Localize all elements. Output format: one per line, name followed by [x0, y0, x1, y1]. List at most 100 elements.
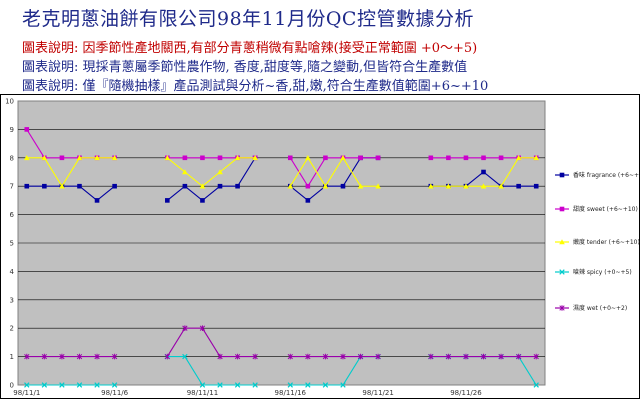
x-tick-label: 98/11/16: [275, 389, 307, 397]
legend-label: 嗆辣 spicy (+0~+5): [573, 268, 632, 276]
point: [463, 155, 469, 161]
y-tick-label: 7: [10, 183, 14, 191]
point: [287, 183, 294, 189]
point: [234, 353, 241, 360]
point: [322, 183, 329, 189]
point: [498, 183, 504, 189]
point: [59, 353, 65, 360]
point: [287, 155, 293, 161]
x-tick-label: 98/11/11: [187, 389, 218, 397]
point: [481, 155, 486, 161]
point: [94, 353, 100, 360]
point: [322, 382, 329, 388]
legend-item-2: 甜度 sweet (+6~+10): [555, 205, 638, 213]
point: [445, 183, 452, 189]
point: [94, 198, 100, 203]
point: [340, 183, 346, 189]
legend-item-4: 嗆辣 spicy (+0~+5): [555, 268, 632, 276]
y-tick-label: 8: [10, 154, 14, 162]
y-tick-label: 5: [10, 240, 14, 248]
point: [340, 155, 346, 161]
point: [481, 169, 486, 175]
point: [252, 155, 258, 161]
point: [375, 155, 381, 161]
point: [287, 382, 294, 388]
chart-note-spicy: 圖表說明: 因季節性產地關西,有部分青蔥稍微有點嗆辣(接受正常範圍 +0～+5): [22, 41, 478, 56]
point: [428, 353, 434, 360]
series-line: [167, 356, 256, 386]
point: [375, 183, 381, 189]
point: [559, 305, 565, 311]
point: [76, 155, 83, 161]
series-line: [26, 157, 115, 188]
point: [445, 353, 452, 360]
legend-item-5: 濕度 wet (+0~+2): [555, 304, 627, 312]
point: [164, 353, 170, 360]
point: [164, 155, 171, 161]
point: [428, 155, 434, 161]
point: [480, 353, 487, 360]
y-tick-label: 9: [10, 126, 14, 134]
point: [252, 353, 258, 360]
point: [305, 353, 311, 360]
point: [59, 183, 65, 189]
point: [24, 183, 30, 189]
point: [41, 382, 48, 388]
y-tick-label: 0: [10, 382, 14, 390]
point: [515, 353, 522, 360]
point: [533, 353, 539, 360]
point: [305, 183, 311, 189]
point: [358, 155, 363, 161]
series-3: [23, 155, 540, 189]
legend-item-1: 香味 fragrance (+6~+10): [555, 171, 640, 179]
point: [252, 382, 258, 388]
point: [217, 353, 223, 360]
point: [463, 183, 469, 189]
point: [559, 172, 565, 178]
point: [199, 325, 206, 331]
point: [111, 155, 118, 161]
point: [200, 198, 205, 203]
point: [94, 155, 100, 161]
y-tick-label: 6: [10, 211, 15, 219]
point: [323, 155, 328, 161]
point: [24, 353, 30, 360]
point: [112, 183, 117, 189]
x-tick-label: 98/11/6: [101, 389, 129, 397]
point: [182, 353, 188, 360]
point: [217, 382, 223, 388]
y-tick-label: 4: [10, 268, 15, 276]
point: [428, 183, 434, 189]
point: [165, 198, 170, 203]
point: [41, 353, 48, 360]
point: [305, 155, 311, 161]
point: [463, 353, 469, 360]
point: [515, 155, 522, 161]
series-line: [26, 185, 115, 202]
series-line: [289, 157, 379, 188]
point: [182, 325, 188, 331]
series-line: [166, 157, 256, 187]
chart-title: 老克明蔥油餅有限公司98年11月份QC控管數據分析: [22, 8, 474, 30]
point: [357, 353, 364, 360]
chart-note-seasonal: 圖表說明: 現採青蔥屬季節性農作物, 香度,甜度等,隨之變動,但皆符合生產數值: [22, 60, 468, 75]
point: [76, 382, 83, 388]
point: [182, 183, 188, 189]
point: [94, 382, 100, 388]
point: [234, 382, 241, 388]
point: [217, 155, 223, 161]
point: [199, 183, 206, 189]
point: [533, 382, 539, 388]
point: [305, 198, 311, 203]
point: [340, 353, 346, 360]
point: [234, 155, 241, 161]
chart-note-sampling: 圖表說明: 僅『隨機抽樣』產品測試與分析~香,甜,嫩,符合生產數值範圍+6~+1…: [22, 79, 489, 94]
point: [559, 269, 565, 275]
point: [24, 127, 30, 132]
point: [498, 155, 504, 161]
point: [200, 155, 205, 161]
y-tick-label: 2: [10, 325, 14, 333]
point: [498, 353, 504, 360]
point: [182, 169, 188, 175]
point: [375, 353, 381, 360]
